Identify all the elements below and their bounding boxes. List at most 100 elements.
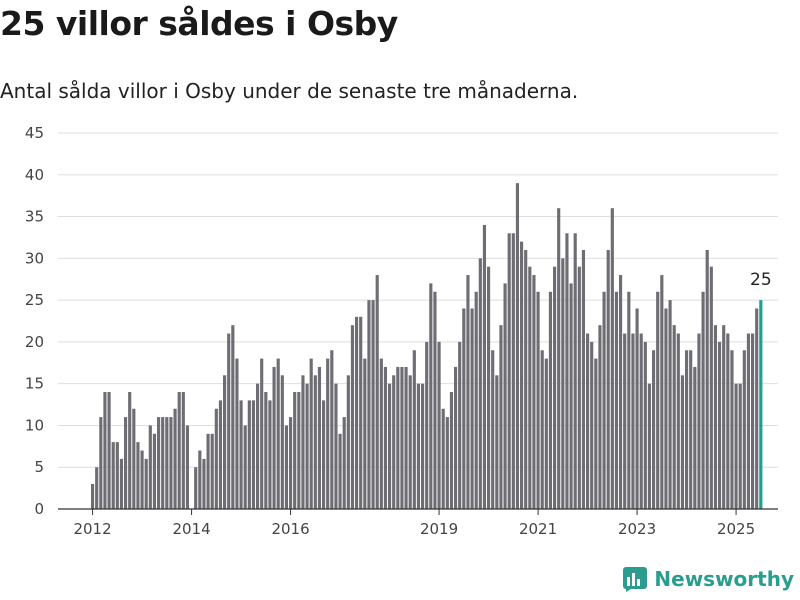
x-tick-label: 2019 bbox=[420, 520, 458, 538]
bar bbox=[425, 341, 429, 509]
bar bbox=[342, 417, 346, 509]
bar bbox=[136, 442, 140, 509]
bar bbox=[726, 333, 730, 509]
bar bbox=[363, 358, 367, 509]
bar bbox=[606, 249, 610, 509]
bar bbox=[602, 291, 606, 509]
bar bbox=[598, 325, 602, 509]
bar bbox=[470, 308, 474, 509]
bar bbox=[652, 350, 656, 509]
bar bbox=[586, 333, 590, 509]
bar bbox=[297, 392, 301, 509]
bar bbox=[713, 325, 718, 509]
bar bbox=[173, 408, 177, 509]
bar bbox=[124, 417, 128, 509]
bar bbox=[610, 208, 614, 509]
bar bbox=[383, 366, 388, 509]
bar bbox=[458, 341, 462, 509]
bar bbox=[689, 350, 693, 509]
bar bbox=[326, 358, 330, 509]
y-tick-label: 0 bbox=[34, 500, 44, 518]
bar bbox=[231, 325, 235, 509]
bar bbox=[594, 358, 598, 509]
bar bbox=[507, 233, 511, 509]
bar bbox=[223, 375, 227, 509]
latest-value-label: 25 bbox=[750, 270, 772, 290]
y-tick-label: 30 bbox=[25, 249, 44, 267]
bar bbox=[433, 291, 437, 509]
bar bbox=[631, 333, 635, 509]
bar bbox=[181, 392, 185, 509]
bar bbox=[111, 442, 115, 509]
bar bbox=[573, 233, 577, 509]
bar bbox=[412, 350, 416, 509]
bar bbox=[177, 392, 181, 509]
bar bbox=[284, 425, 289, 509]
bar bbox=[499, 325, 503, 509]
bar bbox=[544, 358, 548, 509]
chart-title: 25 villor såldes i Osby bbox=[0, 4, 398, 43]
bar bbox=[680, 375, 685, 509]
bar bbox=[256, 383, 260, 509]
y-tick-label: 5 bbox=[34, 458, 44, 476]
bar bbox=[697, 333, 701, 509]
bar bbox=[734, 383, 738, 509]
bar bbox=[491, 350, 495, 509]
bar bbox=[482, 224, 487, 509]
bar bbox=[441, 408, 445, 509]
bar bbox=[214, 408, 218, 509]
bar bbox=[705, 249, 709, 509]
bar bbox=[218, 400, 223, 509]
bar bbox=[408, 375, 412, 509]
bar bbox=[338, 433, 342, 509]
bar bbox=[561, 258, 565, 509]
x-tick-label: 2023 bbox=[618, 520, 656, 538]
bar bbox=[144, 458, 148, 509]
bar bbox=[495, 375, 499, 509]
bar bbox=[322, 400, 326, 509]
bar bbox=[161, 417, 165, 509]
bar bbox=[540, 350, 544, 509]
bar bbox=[548, 291, 553, 509]
bar bbox=[107, 392, 111, 509]
x-tick-label: 2016 bbox=[271, 520, 309, 538]
bar bbox=[95, 467, 99, 509]
bar bbox=[577, 266, 581, 509]
bar bbox=[165, 417, 169, 509]
bar bbox=[454, 366, 458, 509]
bar bbox=[730, 350, 734, 509]
bar bbox=[565, 233, 569, 509]
bar bbox=[157, 417, 161, 509]
bar bbox=[140, 450, 144, 509]
brand-name: Newsworthy bbox=[654, 567, 794, 591]
x-tick-label: 2014 bbox=[172, 520, 210, 538]
bar bbox=[511, 233, 515, 509]
bar bbox=[520, 241, 524, 509]
bar bbox=[235, 358, 239, 509]
bar bbox=[148, 425, 152, 509]
bar bbox=[169, 417, 173, 509]
bar bbox=[359, 316, 363, 509]
bar bbox=[289, 417, 293, 509]
bar bbox=[227, 333, 231, 509]
bar bbox=[751, 333, 755, 509]
bar bbox=[194, 467, 198, 509]
bar bbox=[524, 249, 528, 509]
bar bbox=[668, 300, 672, 509]
bar bbox=[404, 366, 408, 509]
bar bbox=[301, 375, 305, 509]
bar bbox=[755, 308, 759, 509]
bar bbox=[355, 316, 359, 509]
bar bbox=[742, 350, 746, 509]
bar bbox=[528, 266, 532, 509]
brand-logo: Newsworthy bbox=[622, 566, 794, 592]
bar bbox=[643, 341, 647, 509]
bar bbox=[722, 325, 726, 509]
y-tick-label: 15 bbox=[25, 375, 44, 393]
bar bbox=[639, 333, 643, 509]
x-tick-label: 2021 bbox=[519, 520, 557, 538]
bar bbox=[371, 300, 375, 509]
bar bbox=[660, 275, 664, 509]
bar bbox=[656, 291, 660, 509]
